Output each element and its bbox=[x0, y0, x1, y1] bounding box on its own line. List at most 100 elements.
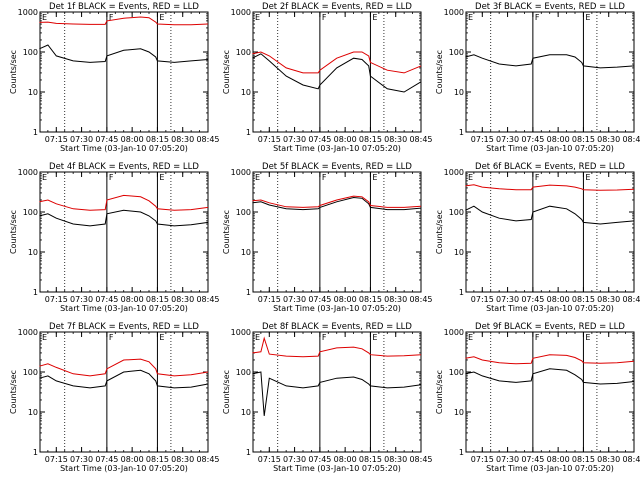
chart-title: Det 2f BLACK = Events, RED = LLD bbox=[262, 2, 412, 12]
detector-panel: Det 3f BLACK = Events, RED = LLD 1 10 100 10… bbox=[435, 2, 640, 153]
y-tick-label: 10 bbox=[28, 408, 38, 417]
x-tick-label: 08:00 bbox=[547, 455, 570, 464]
x-tick-label: 08:30 bbox=[597, 455, 620, 464]
x-tick-label: 08:00 bbox=[334, 135, 357, 144]
x-tick-label: 08:45 bbox=[409, 295, 432, 304]
y-tick-label: 1000 bbox=[444, 168, 464, 177]
x-tick-label: 08:15 bbox=[359, 135, 382, 144]
y-tick-label: 1 bbox=[246, 288, 251, 297]
segment-marker-label: F bbox=[322, 13, 327, 22]
x-tick-label: 08:15 bbox=[146, 455, 169, 464]
x-tick-label: 08:15 bbox=[572, 455, 595, 464]
chart-title: Det 9f BLACK = Events, RED = LLD bbox=[475, 322, 625, 332]
segment-marker-label: F bbox=[109, 173, 114, 182]
x-tick-label: 07:30 bbox=[70, 295, 93, 304]
x-tick-label: 07:30 bbox=[496, 135, 519, 144]
segment-marker-label: F bbox=[109, 13, 114, 22]
chart-title: Det 6f BLACK = Events, RED = LLD bbox=[475, 162, 625, 172]
x-tick-label: 07:45 bbox=[95, 295, 118, 304]
events-series-line bbox=[39, 369, 209, 389]
x-tick-label: 08:30 bbox=[384, 455, 407, 464]
segment-marker-label: F bbox=[535, 13, 540, 22]
chart-title: Det 1f BLACK = Events, RED = LLD bbox=[49, 2, 199, 12]
x-tick-label: 08:45 bbox=[622, 295, 640, 304]
events-series-line bbox=[39, 44, 209, 63]
segment-marker-label: E bbox=[468, 333, 473, 342]
plot-frame bbox=[39, 331, 209, 453]
events-series-line bbox=[39, 209, 209, 227]
x-tick-label: 08:30 bbox=[171, 455, 194, 464]
segment-marker-label: E bbox=[585, 13, 590, 22]
detector-panel: Det 9f BLACK = Events, RED = LLD 1 10 100 10… bbox=[435, 322, 640, 473]
detector-panel: Det 5f BLACK = Events, RED = LLD 1 10 100 10… bbox=[222, 162, 433, 313]
y-tick-label: 1000 bbox=[18, 8, 38, 17]
x-tick-label: 08:15 bbox=[146, 295, 169, 304]
y-tick-label: 100 bbox=[23, 208, 38, 217]
y-tick-label: 1000 bbox=[444, 8, 464, 17]
y-axis-label: Counts/sec bbox=[9, 210, 18, 254]
lld-series-line bbox=[252, 51, 422, 74]
segment-marker-label: E bbox=[42, 333, 47, 342]
x-tick-label: 08:00 bbox=[547, 135, 570, 144]
x-tick-label: 08:00 bbox=[334, 455, 357, 464]
chart-title: Det 5f BLACK = Events, RED = LLD bbox=[262, 162, 412, 172]
y-tick-label: 1000 bbox=[231, 328, 251, 337]
segment-marker-label: E bbox=[42, 13, 47, 22]
events-series-line bbox=[465, 205, 635, 225]
x-axis-label: Start Time (03-Jan-10 07:05:20) bbox=[486, 144, 614, 153]
x-tick-label: 07:45 bbox=[308, 295, 331, 304]
x-tick-label: 08:30 bbox=[597, 135, 620, 144]
y-tick-label: 100 bbox=[449, 208, 464, 217]
chart-title: Det 3f BLACK = Events, RED = LLD bbox=[475, 2, 625, 12]
x-tick-label: 08:45 bbox=[409, 135, 432, 144]
segment-marker-label: E bbox=[159, 173, 164, 182]
segment-marker-label: E bbox=[372, 13, 377, 22]
plot-frame bbox=[465, 11, 635, 133]
x-tick-label: 07:45 bbox=[308, 135, 331, 144]
segment-marker-label: E bbox=[372, 333, 377, 342]
y-tick-label: 1000 bbox=[231, 8, 251, 17]
lld-series-line bbox=[39, 194, 209, 211]
y-tick-label: 100 bbox=[449, 48, 464, 57]
x-tick-label: 07:45 bbox=[521, 135, 544, 144]
y-tick-label: 1 bbox=[33, 288, 38, 297]
y-tick-label: 10 bbox=[454, 88, 464, 97]
x-tick-label: 08:00 bbox=[121, 455, 144, 464]
x-tick-label: 07:30 bbox=[70, 135, 93, 144]
y-tick-label: 10 bbox=[28, 248, 38, 257]
x-tick-label: 08:15 bbox=[359, 455, 382, 464]
x-tick-label: 08:45 bbox=[196, 455, 219, 464]
x-tick-label: 07:45 bbox=[308, 455, 331, 464]
segment-marker-label: E bbox=[468, 13, 473, 22]
detector-panel: Det 2f BLACK = Events, RED = LLD 1 10 100 10… bbox=[222, 2, 433, 153]
x-tick-label: 08:30 bbox=[171, 295, 194, 304]
y-tick-label: 1 bbox=[459, 448, 464, 457]
y-tick-label: 100 bbox=[23, 48, 38, 57]
y-axis-label: Counts/sec bbox=[9, 50, 18, 94]
detector-panel: Det 8f BLACK = Events, RED = LLD 1 10 100 10… bbox=[222, 322, 433, 473]
x-tick-label: 07:30 bbox=[283, 455, 306, 464]
segment-marker-label: E bbox=[255, 333, 260, 342]
x-tick-label: 07:30 bbox=[283, 135, 306, 144]
x-tick-label: 08:30 bbox=[171, 135, 194, 144]
y-tick-label: 1 bbox=[246, 128, 251, 137]
plot-frame bbox=[39, 11, 209, 133]
segment-marker-label: E bbox=[159, 333, 164, 342]
y-tick-label: 100 bbox=[23, 368, 38, 377]
x-tick-label: 07:30 bbox=[70, 455, 93, 464]
x-tick-label: 08:00 bbox=[121, 295, 144, 304]
y-tick-label: 1 bbox=[33, 128, 38, 137]
x-tick-label: 07:15 bbox=[258, 455, 281, 464]
lld-series-line bbox=[39, 358, 209, 377]
y-tick-label: 10 bbox=[454, 248, 464, 257]
x-tick-label: 08:30 bbox=[597, 295, 620, 304]
x-axis-label: Start Time (03-Jan-10 07:05:20) bbox=[486, 304, 614, 313]
x-tick-label: 07:30 bbox=[496, 455, 519, 464]
lld-series-line bbox=[252, 336, 422, 358]
x-tick-label: 07:30 bbox=[283, 295, 306, 304]
y-tick-label: 10 bbox=[241, 248, 251, 257]
segment-marker-label: F bbox=[322, 173, 327, 182]
plot-frame bbox=[252, 171, 422, 293]
